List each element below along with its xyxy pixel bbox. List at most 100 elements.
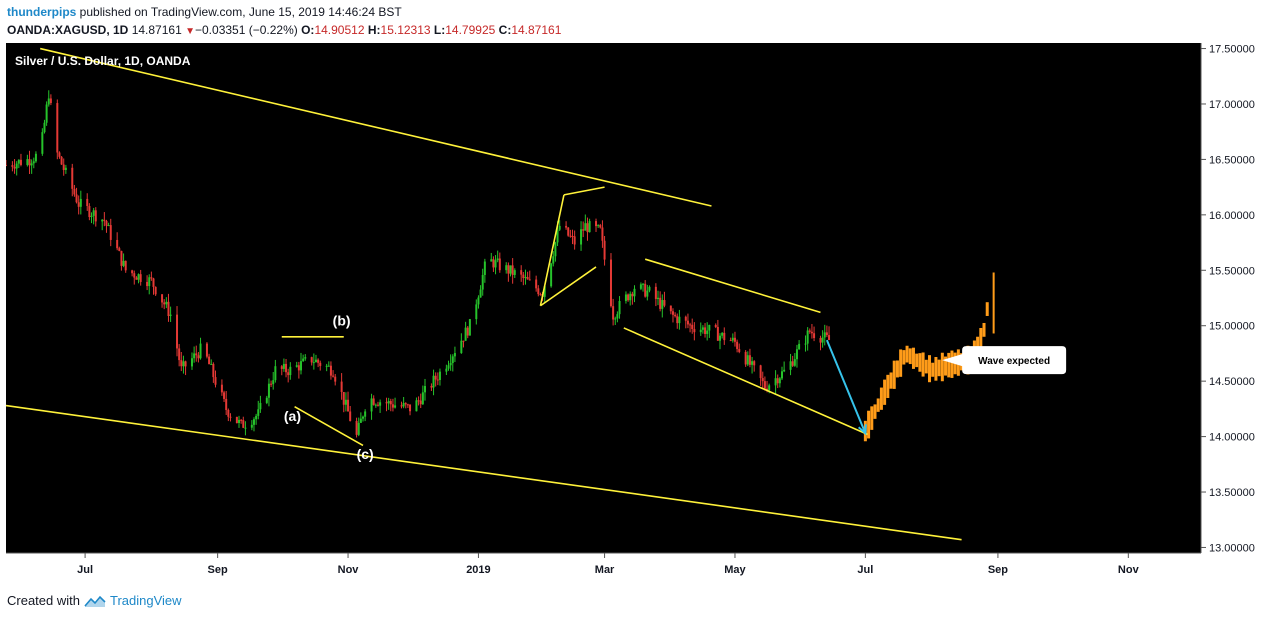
falling-channel-top[interactable] (644, 258, 821, 314)
chart-area[interactable]: 13.00000 13.50000 14.00000 14.50000 15.00000… (5, 43, 1268, 581)
candle-body (490, 259, 493, 262)
candle-body (543, 286, 546, 297)
candle-body (701, 327, 704, 330)
author-link[interactable]: thunderpips (7, 5, 77, 19)
candle-body (71, 167, 74, 189)
candle-body (819, 338, 822, 343)
candle-body (62, 164, 65, 171)
candle-body (13, 166, 16, 169)
candle-body (481, 274, 484, 290)
candle-body (477, 297, 480, 305)
candle-body (250, 424, 253, 428)
candle-body (242, 420, 245, 428)
candle-body (781, 371, 784, 379)
candle-body (719, 335, 722, 341)
candle-body (823, 332, 826, 338)
candle-body (75, 194, 78, 203)
candle-body (744, 351, 747, 365)
arrow-head-icon (857, 424, 867, 436)
candle-body (751, 361, 754, 365)
candle-body (334, 376, 337, 382)
candle-body (528, 279, 531, 281)
low-label: L: (433, 23, 446, 37)
projection-arrow[interactable] (825, 339, 867, 434)
candle-body (116, 239, 119, 249)
candle-body (810, 331, 813, 334)
candle-body (631, 293, 634, 297)
triangle-lower-line[interactable] (539, 266, 597, 307)
candles (5, 90, 831, 438)
candle-body (746, 355, 749, 365)
candle-body (212, 363, 215, 378)
candle-body (436, 379, 439, 381)
projection-bar (931, 362, 935, 377)
symbol-label: OANDA:XAGUSD, 1D (7, 23, 129, 37)
candle-body (214, 377, 217, 385)
candle-body (259, 402, 262, 410)
candle-body (270, 383, 273, 385)
candle-body (347, 399, 350, 412)
candle-body (240, 419, 243, 421)
wave-label: (c) (357, 446, 374, 462)
candle-body (118, 248, 121, 251)
candle-body (513, 270, 516, 275)
price-axis[interactable] (1201, 43, 1268, 581)
candle-body (582, 229, 585, 231)
upper-channel-line[interactable] (40, 47, 712, 207)
candle-body (364, 411, 367, 417)
candle-body (400, 405, 403, 407)
candle-body (644, 283, 647, 297)
triangle-top-line[interactable] (563, 186, 605, 196)
projection-bar (902, 350, 906, 365)
candle-body (798, 343, 801, 350)
candle-body (492, 259, 495, 268)
candle-body (154, 286, 157, 295)
candle-body (257, 409, 260, 416)
candle-body (524, 277, 527, 279)
candle-body (235, 416, 238, 424)
candle-body (432, 375, 435, 388)
tradingview-link[interactable]: TradingView (109, 593, 182, 608)
time-tick-label: May (724, 564, 746, 576)
price-chart[interactable]: 13.00000 13.50000 14.00000 14.50000 15.00000… (5, 43, 1268, 581)
low-value: 14.79925 (445, 23, 496, 37)
candle-body (766, 388, 769, 391)
candle-body (310, 357, 313, 363)
time-axis[interactable] (6, 553, 1201, 581)
candle-body (629, 293, 632, 301)
candle-body (385, 402, 388, 404)
candle-body (417, 400, 420, 402)
candle-body (252, 419, 255, 425)
triangle-left-line[interactable] (539, 194, 565, 306)
candle-body (669, 305, 672, 312)
candle-body (220, 384, 223, 393)
candle-body (43, 122, 46, 133)
candle-body (15, 163, 18, 169)
candle-body (45, 104, 48, 123)
candle-body (423, 386, 426, 393)
candle-body (759, 365, 762, 379)
candle-body (280, 366, 283, 369)
candle-body (657, 297, 660, 299)
candle-body (355, 420, 358, 435)
lower-channel-line[interactable] (5, 404, 962, 541)
candle-body (131, 270, 134, 274)
projection-bar (867, 410, 871, 439)
candle-body (421, 392, 424, 405)
wave-a-c-line[interactable] (294, 405, 364, 447)
candle-body (783, 369, 786, 372)
candle-body (684, 316, 687, 321)
candle-body (359, 418, 362, 423)
candle-body (509, 265, 512, 274)
candle-body (184, 361, 187, 367)
candle-body (505, 265, 508, 271)
projection-bar (979, 327, 983, 355)
candle-body (376, 404, 379, 406)
candle-body (387, 401, 390, 404)
candle-body (825, 332, 828, 336)
callout-box[interactable] (942, 346, 1067, 375)
candle-body (107, 225, 110, 227)
price-tick-label: 16.00000 (1209, 210, 1255, 222)
falling-channel-bottom[interactable] (623, 327, 868, 436)
candle-body (565, 225, 568, 228)
